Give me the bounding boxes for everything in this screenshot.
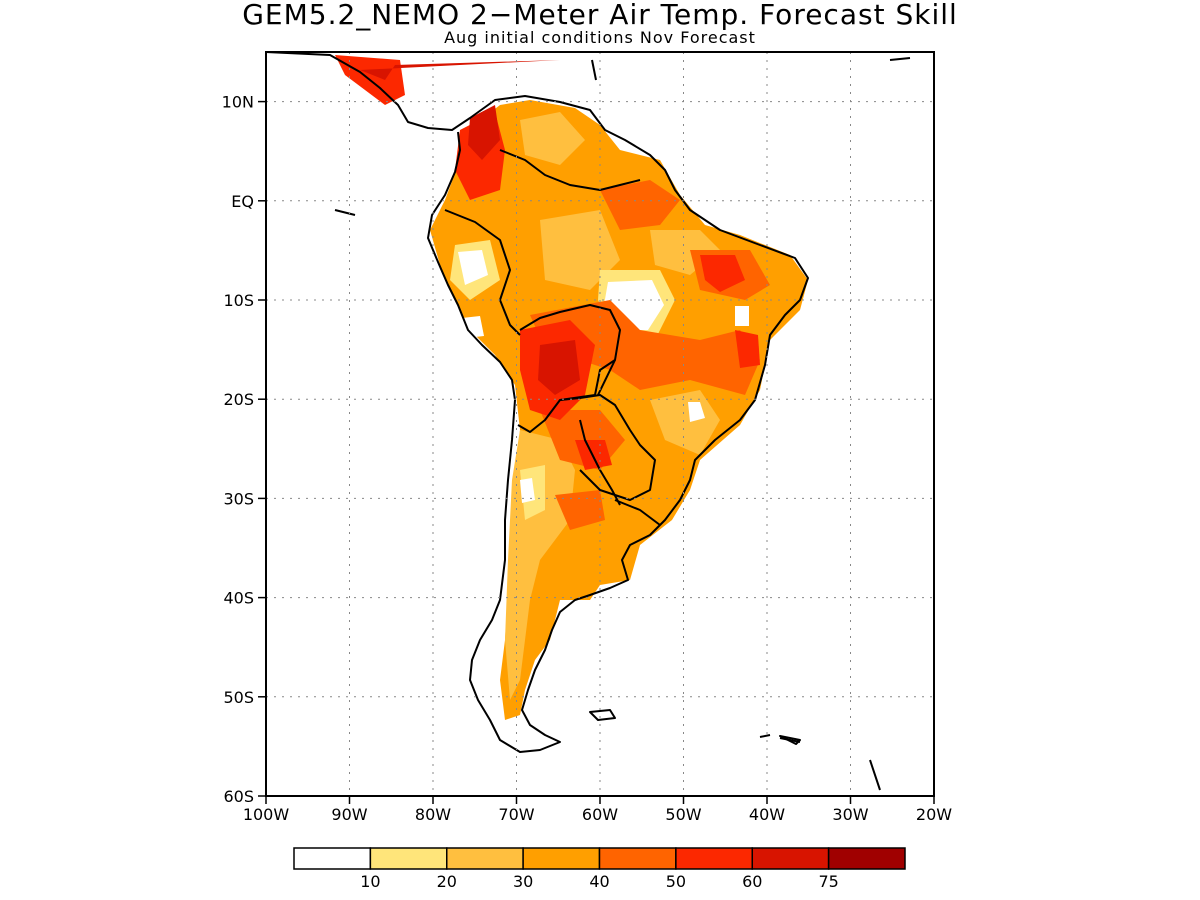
lon-tick-label: 30W	[832, 805, 868, 824]
colorbar-bin	[827, 847, 906, 870]
lat-tick-label: 10S	[223, 291, 254, 310]
lat-tick-label: 60S	[223, 787, 254, 806]
lon-tick-label: 90W	[331, 805, 367, 824]
lon-tick-label: 20W	[916, 805, 952, 824]
lon-tick-label: 70W	[498, 805, 534, 824]
colorbar-label: 40	[589, 872, 609, 891]
colorbar-bin	[446, 847, 524, 870]
lon-tick-label: 80W	[415, 805, 451, 824]
colorbar-bin	[751, 847, 830, 870]
colorbar-bin	[522, 847, 601, 870]
axis-labels: 100W 90W 80W 70W 60W 50W 40W 30W 20W 10N EQ 10S 20S 3…	[222, 93, 953, 824]
colorbar-bin	[675, 847, 753, 870]
map-title: GEM5.2_NEMO 2−Meter Air Temp. Forecast S…	[242, 0, 958, 31]
lon-tick-label: 60W	[582, 805, 618, 824]
lon-tick-label: 100W	[243, 805, 290, 824]
colorbar-bin	[369, 847, 448, 870]
lat-tick-label: 50S	[223, 688, 254, 707]
colorbar-label: 50	[666, 872, 686, 891]
colorbar-label: 30	[513, 872, 533, 891]
lat-tick-label: EQ	[231, 192, 254, 211]
coastline	[266, 52, 911, 791]
lat-tick-label: 40S	[223, 589, 254, 608]
colorbar-bin	[293, 847, 372, 870]
lat-tick-label: 10N	[222, 93, 254, 112]
lon-tick-label: 40W	[749, 805, 785, 824]
axis-ticks	[258, 100, 935, 804]
map-plot-area	[266, 52, 934, 796]
colorbar-bin	[598, 847, 677, 870]
map-subtitle: Aug initial conditions Nov Forecast	[444, 28, 756, 47]
colorbar-label: 20	[437, 872, 457, 891]
lat-tick-label: 20S	[223, 390, 254, 409]
colorbar-label: 60	[742, 872, 762, 891]
colorbar-label: 75	[818, 872, 838, 891]
lat-tick-label: 30S	[223, 489, 254, 508]
colorbar-label: 10	[360, 872, 380, 891]
colorbar: 10 20 30 40 50 60 75	[293, 847, 906, 891]
skill-field	[335, 55, 808, 720]
lon-tick-label: 50W	[665, 805, 701, 824]
